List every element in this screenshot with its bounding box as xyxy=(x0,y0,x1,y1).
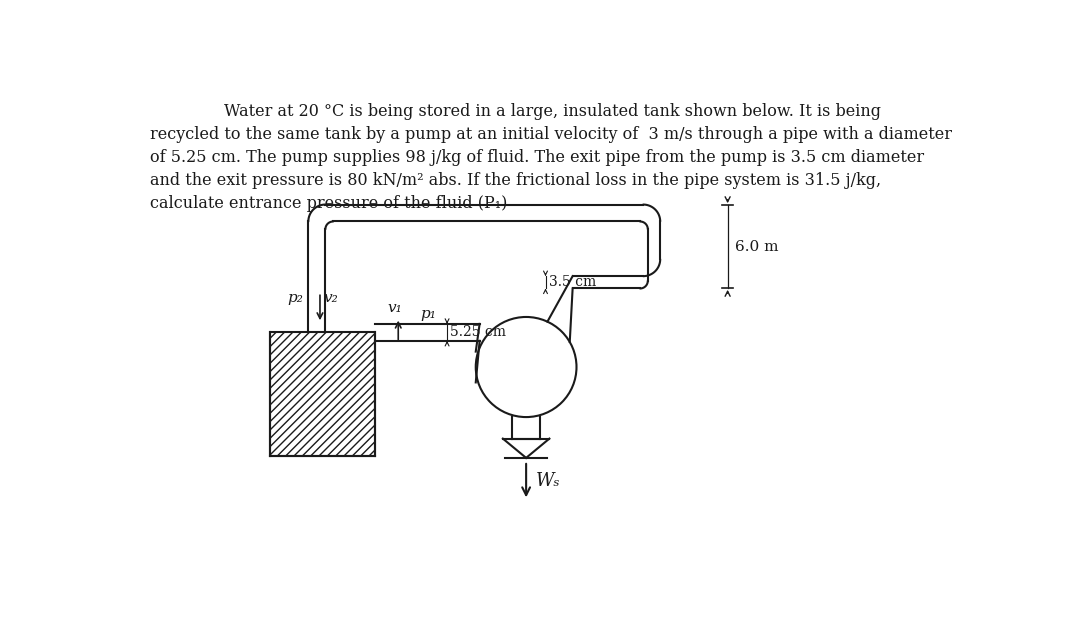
Text: recycled to the same tank by a pump at an initial velocity of  3 m/s through a p: recycled to the same tank by a pump at a… xyxy=(150,126,952,143)
Text: Water at 20 °C is being stored in a large, insulated tank shown below. It is bei: Water at 20 °C is being stored in a larg… xyxy=(224,103,881,120)
Text: v₂: v₂ xyxy=(323,291,337,304)
Text: p₁: p₁ xyxy=(420,307,436,321)
Text: 5.25 cm: 5.25 cm xyxy=(451,325,507,339)
Text: 3.5 cm: 3.5 cm xyxy=(549,275,596,289)
Text: p₂: p₂ xyxy=(288,291,304,304)
Text: calculate entrance pressure of the fluid (P₁): calculate entrance pressure of the fluid… xyxy=(150,196,508,212)
Text: of 5.25 cm. The pump supplies 98 j/kg of fluid. The exit pipe from the pump is 3: of 5.25 cm. The pump supplies 98 j/kg of… xyxy=(150,149,924,166)
Text: and the exit pressure is 80 kN/m² abs. If the frictional loss in the pipe system: and the exit pressure is 80 kN/m² abs. I… xyxy=(150,172,882,189)
Bar xyxy=(271,332,375,456)
Text: v₁: v₁ xyxy=(388,301,402,315)
Text: 6.0 m: 6.0 m xyxy=(735,239,779,253)
Text: Wₛ: Wₛ xyxy=(536,472,561,489)
